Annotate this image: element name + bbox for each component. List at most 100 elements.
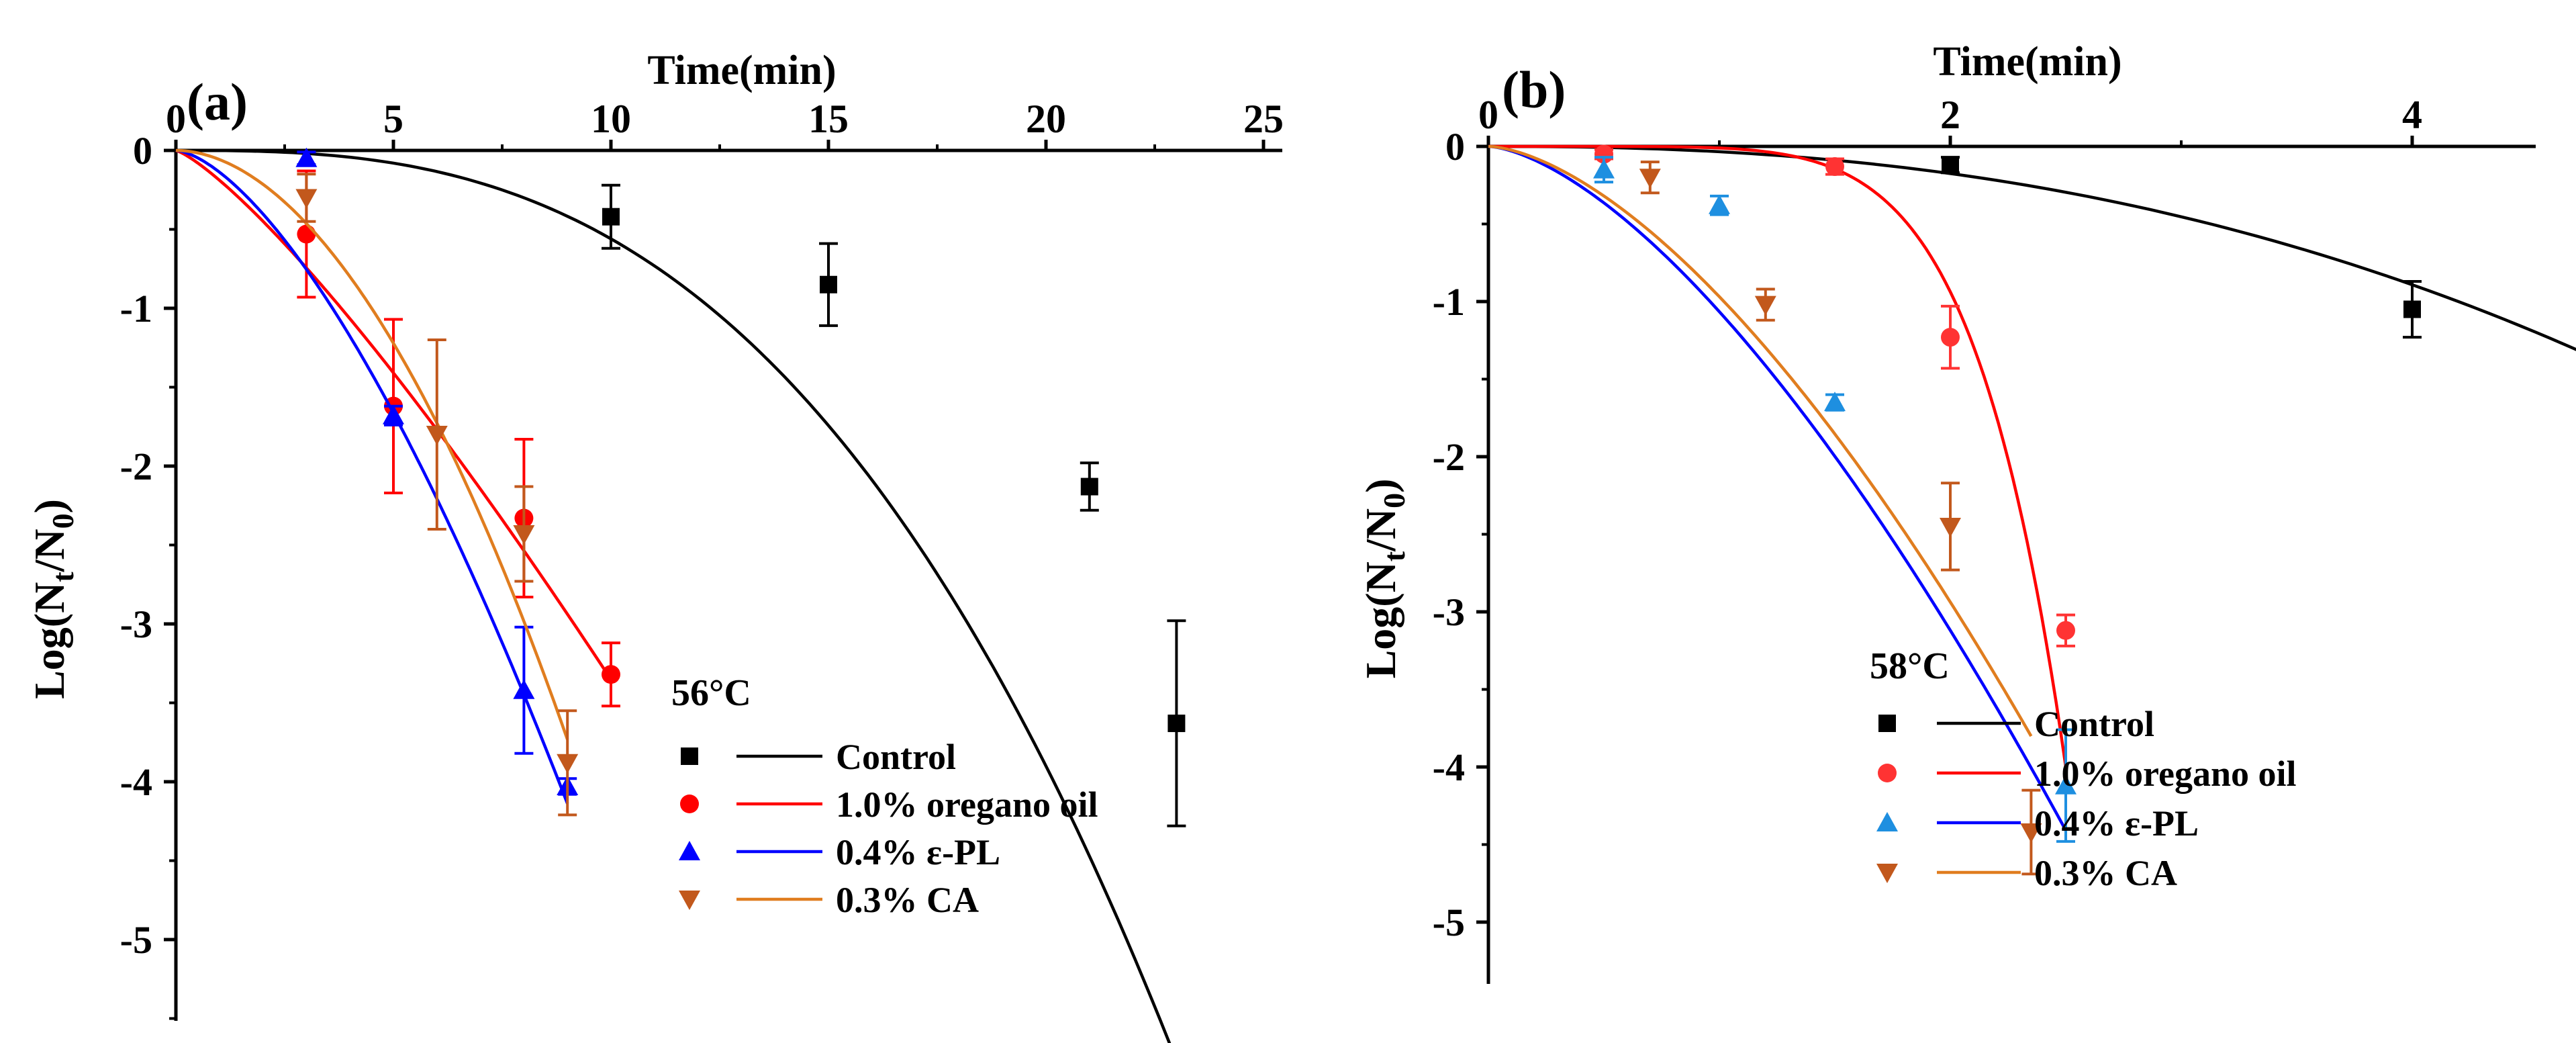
x-tick-label: 5 <box>383 97 403 141</box>
data-point <box>295 147 318 167</box>
series-1 <box>1488 144 2075 767</box>
panel-label: (a) <box>187 73 248 131</box>
data-point <box>2055 774 2077 795</box>
data-point <box>1594 144 1613 164</box>
y-axis-title: Log(Nt/N0) <box>26 499 80 699</box>
data-point <box>1167 715 1186 733</box>
y-tick-label: -1 <box>1433 280 1465 324</box>
data-point <box>2020 823 2042 844</box>
data-point <box>1940 517 1961 537</box>
data-point <box>2056 621 2075 640</box>
x-tick-label: 2 <box>1940 93 1960 137</box>
data-point <box>426 426 448 445</box>
legend-label: 0.4% ε-PL <box>836 832 1000 872</box>
panel-label: (b) <box>1502 60 1566 119</box>
fit-curve <box>1488 144 2068 767</box>
legend-label: 1.0% oregano oil <box>836 784 1098 825</box>
data-point <box>1941 328 1960 347</box>
y-tick-label: -4 <box>1433 745 1465 789</box>
y-tick-label: 0 <box>133 129 152 173</box>
y-axis-title: Log(Nt/N0) <box>1357 479 1411 679</box>
legend-marker <box>680 795 699 813</box>
y-tick-label: -1 <box>120 287 152 330</box>
panel-a: 0 5 10 15 20 25 0 -1 -2 -3 -4 -5 Time(min) (a) Log(Nt/… <box>26 48 1284 1043</box>
legend-marker <box>1876 812 1898 831</box>
x-tick-label: 15 <box>808 97 849 141</box>
legend-marker <box>1876 864 1898 883</box>
series-3 <box>1488 144 2042 876</box>
data-point <box>1825 157 1844 177</box>
data-point <box>295 189 318 209</box>
y-tick-label: -5 <box>1433 901 1465 944</box>
x-tick-label: 20 <box>1026 97 1066 141</box>
legend-title: 58°C <box>1870 645 1950 687</box>
x-tick-label: 0 <box>166 97 186 141</box>
data-point <box>297 224 316 244</box>
y-axis-title-part: /N <box>1357 508 1404 552</box>
data-point <box>1824 392 1846 412</box>
y-tick-label: -2 <box>120 445 152 488</box>
x-axis-title: Time(min) <box>1933 39 2121 85</box>
y-tick-label: 0 <box>1445 125 1465 169</box>
series-2 <box>175 147 579 805</box>
legend-marker <box>679 841 700 860</box>
legend-label: Control <box>836 737 956 777</box>
data-point <box>1709 194 1730 214</box>
y-axis-title-part: ) <box>1357 479 1404 493</box>
y-axis-title-part: ) <box>26 499 73 513</box>
x-tick-label: 4 <box>2402 93 2422 137</box>
series-3 <box>175 148 579 817</box>
y-tick-label: -5 <box>120 918 152 962</box>
fit-curve <box>176 148 1172 1043</box>
legend-label: 0.3% CA <box>2034 853 2177 893</box>
y-axis-title-part: Log(N <box>26 582 73 699</box>
legend-label: Control <box>2034 704 2154 744</box>
y-axis-title-part: /N <box>26 529 73 572</box>
data-point <box>557 754 579 774</box>
data-point <box>602 665 620 684</box>
y-axis-title-part: 0 <box>46 513 80 529</box>
y-tick-label: -4 <box>120 760 152 804</box>
fit-curve <box>175 148 569 805</box>
data-point <box>1080 478 1098 496</box>
legend-label: 0.3% CA <box>836 880 979 920</box>
data-point <box>820 275 837 293</box>
y-tick-label: -3 <box>120 602 152 646</box>
data-point <box>513 679 535 699</box>
data-point <box>383 404 404 424</box>
fit-curve <box>1488 144 2033 737</box>
legend-label: 1.0% oregano oil <box>2034 754 2297 794</box>
legend-marker <box>1878 715 1896 732</box>
y-tick-label: -3 <box>1433 590 1465 634</box>
panel-b: 024680-1-2-3-4-5Time(min)(b)Log(Nt/N0)58… <box>1357 39 2576 984</box>
data-point <box>602 208 620 226</box>
data-point <box>1593 158 1615 179</box>
legend-title: 56°C <box>671 672 751 714</box>
x-axis-title: Time(min) <box>647 48 836 93</box>
y-axis-title-part: 0 <box>1377 493 1411 508</box>
data-point <box>1639 169 1661 189</box>
data-point <box>2403 300 2421 318</box>
legend: 58°C Control 1.0% oregano oil 0.4% ε-PL 0.3%… <box>1870 645 2297 893</box>
series-0 <box>176 148 1186 1043</box>
data-point <box>1754 296 1776 316</box>
series-2 <box>1488 144 2077 843</box>
y-axis-title-part: t <box>1377 551 1411 561</box>
y-tick-label: -2 <box>1433 435 1465 479</box>
x-tick-label: 25 <box>1243 97 1284 141</box>
legend-marker <box>681 747 698 765</box>
y-axis-title-part: Log(N <box>1357 561 1404 678</box>
fit-curve <box>1488 144 2576 351</box>
legend-marker <box>1878 764 1897 782</box>
legend: 56°C Control 1.0% oregano oil 0.4% ε-PL 0.3%… <box>671 672 1098 920</box>
fit-curve <box>175 148 569 740</box>
fit-curve <box>1488 144 2067 831</box>
data-point <box>1942 156 1959 174</box>
series-1 <box>175 148 620 708</box>
legend-marker <box>679 891 700 910</box>
x-tick-label: 0 <box>1478 93 1498 137</box>
legend-label: 0.4% ε-PL <box>2034 803 2199 844</box>
data-point <box>513 525 535 545</box>
x-tick-label: 10 <box>591 97 631 141</box>
